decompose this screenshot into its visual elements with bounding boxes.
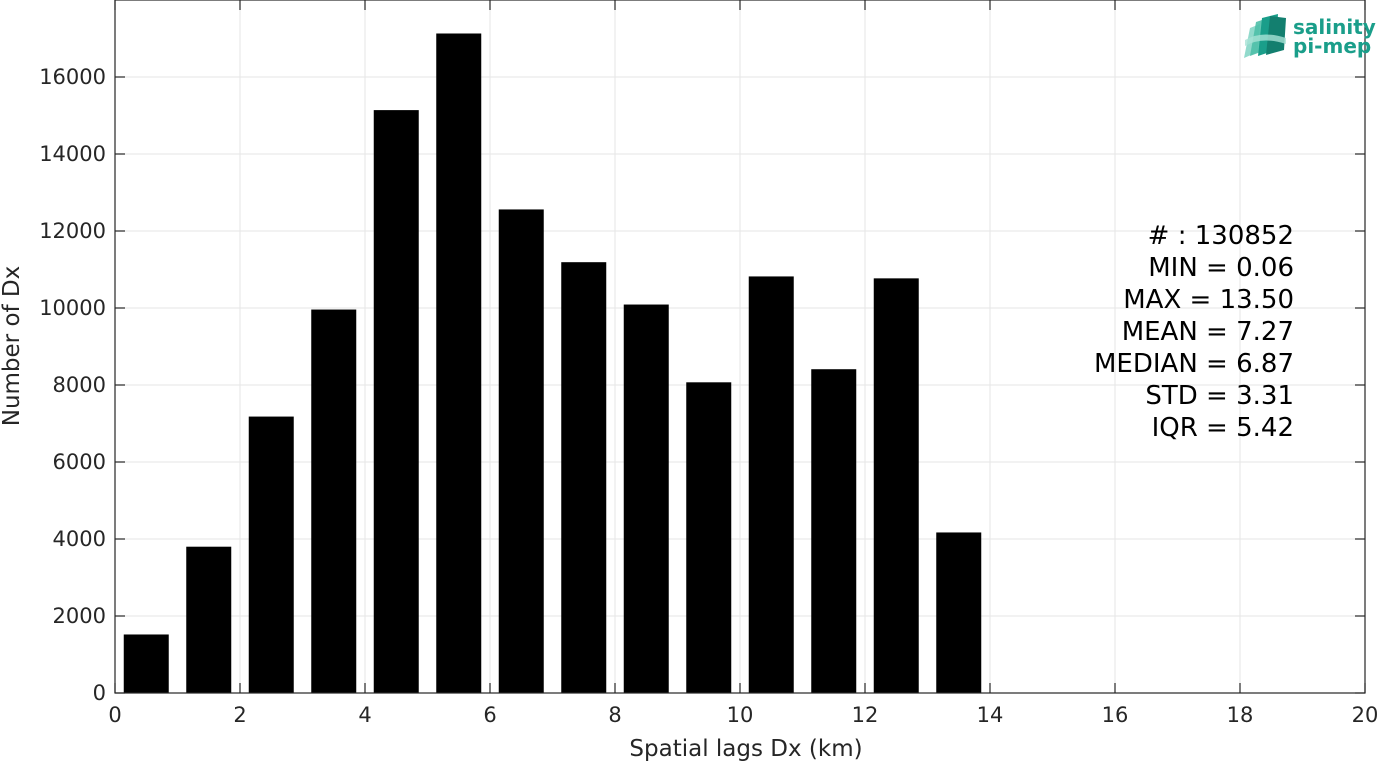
y-tick-label-1: 2000 bbox=[53, 604, 106, 628]
stats-line-4: MEDIAN = 6.87 bbox=[1094, 349, 1294, 379]
x-tick-label-5: 10 bbox=[727, 703, 754, 727]
salinity-pi-mep-logo: salinity pi-mep bbox=[1244, 14, 1376, 58]
bar-5 bbox=[436, 33, 482, 694]
x-tick-label-2: 4 bbox=[358, 703, 371, 727]
x-tick-label-3: 6 bbox=[483, 703, 496, 727]
y-axis-ticks: 0 2000 4000 6000 8000 10000 12000 14000 16000 bbox=[39, 65, 1365, 705]
stats-line-1: MIN = 0.06 bbox=[1148, 253, 1294, 283]
x-tick-label-4: 8 bbox=[608, 703, 621, 727]
bar-3 bbox=[311, 309, 357, 693]
bar-4 bbox=[373, 110, 419, 694]
x-tick-label-1: 2 bbox=[233, 703, 246, 727]
stats-line-2: MAX = 13.50 bbox=[1123, 285, 1294, 315]
x-tick-label-0: 0 bbox=[108, 703, 121, 727]
bar-6 bbox=[498, 209, 544, 693]
y-tick-label-2: 4000 bbox=[53, 527, 106, 551]
stats-line-0: # : 130852 bbox=[1148, 221, 1294, 251]
bar-9 bbox=[686, 382, 732, 693]
y-tick-label-6: 12000 bbox=[39, 219, 106, 243]
y-axis-label: Number of Dx bbox=[0, 266, 25, 427]
bar-8 bbox=[623, 304, 669, 693]
grid-lines bbox=[115, 0, 1365, 693]
y-tick-label-4: 8000 bbox=[53, 373, 106, 397]
stats-line-5: STD = 3.31 bbox=[1145, 381, 1294, 411]
bar-13 bbox=[936, 532, 982, 693]
x-tick-label-10: 20 bbox=[1352, 703, 1379, 727]
logo-line1: salinity bbox=[1293, 15, 1376, 39]
y-tick-label-5: 10000 bbox=[39, 296, 106, 320]
x-tick-label-7: 14 bbox=[977, 703, 1004, 727]
y-tick-label-3: 6000 bbox=[53, 450, 106, 474]
bar-0 bbox=[123, 634, 169, 693]
bars bbox=[123, 33, 982, 694]
x-axis-label: Spatial lags Dx (km) bbox=[629, 736, 862, 762]
bar-2 bbox=[248, 416, 294, 693]
bar-10 bbox=[748, 276, 794, 693]
stats-line-3: MEAN = 7.27 bbox=[1122, 317, 1294, 347]
x-tick-label-8: 16 bbox=[1102, 703, 1129, 727]
bar-1 bbox=[186, 546, 232, 693]
logo-line2: pi-mep bbox=[1293, 34, 1371, 58]
x-axis-ticks: 0 2 4 6 8 10 12 14 16 18 20 bbox=[108, 0, 1378, 727]
x-tick-label-9: 18 bbox=[1227, 703, 1254, 727]
bar-7 bbox=[561, 262, 607, 693]
y-tick-label-7: 14000 bbox=[39, 142, 106, 166]
y-tick-label-8: 16000 bbox=[39, 65, 106, 89]
bar-12 bbox=[873, 278, 919, 693]
stats-line-6: IQR = 5.42 bbox=[1152, 413, 1294, 443]
wave-logo-icon bbox=[1244, 14, 1286, 58]
bar-11 bbox=[811, 369, 857, 693]
y-tick-label-0: 0 bbox=[93, 681, 106, 705]
x-tick-label-6: 12 bbox=[852, 703, 879, 727]
